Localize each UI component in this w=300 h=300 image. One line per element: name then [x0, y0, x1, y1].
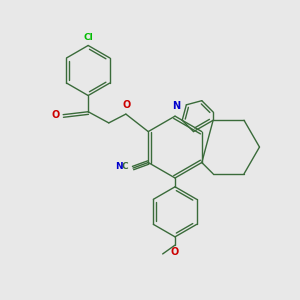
- Text: O: O: [171, 247, 179, 256]
- Text: N: N: [115, 162, 123, 171]
- Text: O: O: [51, 110, 60, 120]
- Text: C: C: [121, 162, 128, 171]
- Text: N: N: [172, 101, 181, 111]
- Text: Cl: Cl: [83, 33, 93, 42]
- Text: O: O: [123, 100, 131, 110]
